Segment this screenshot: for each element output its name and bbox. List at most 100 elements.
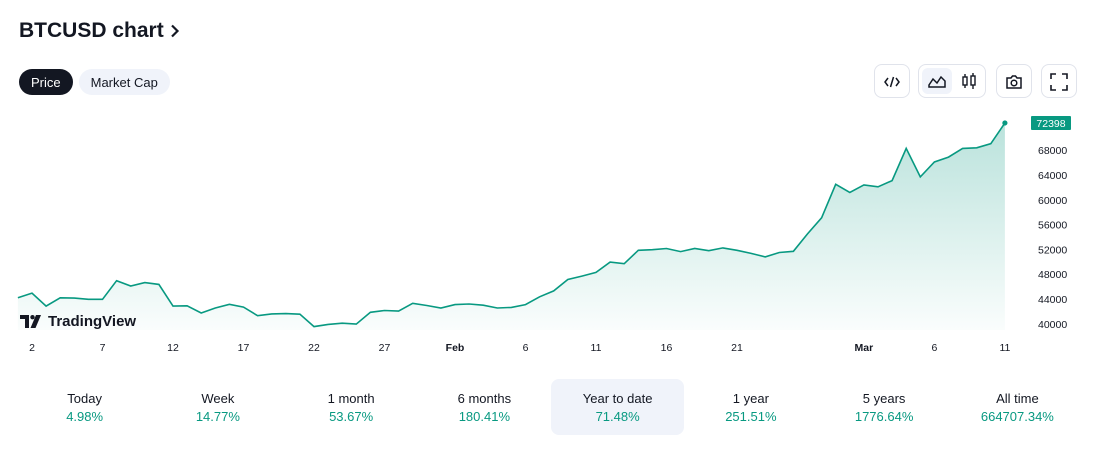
price-point: [341, 322, 344, 325]
y-axis: 68000 64000 60000 56000 52000 48000 44000 40000: [1038, 145, 1067, 331]
price-point: [468, 302, 471, 305]
candles-style-button[interactable]: [955, 68, 983, 94]
period-year-to-date[interactable]: Year to date 71.48%: [551, 379, 685, 435]
price-point: [961, 147, 964, 150]
price-point: [242, 306, 245, 309]
camera-icon: [1006, 75, 1022, 89]
tab-market-cap[interactable]: Market Cap: [78, 69, 170, 95]
period-change: 180.41%: [458, 409, 511, 424]
x-tick-label: 6: [931, 342, 937, 354]
price-chart[interactable]: 68000 64000 60000 56000 52000 48000 44000 40000…: [0, 108, 1100, 358]
y-tick-label: 60000: [1038, 195, 1067, 207]
x-tick-label: 6: [523, 342, 529, 354]
price-point: [524, 303, 527, 306]
period-1-year[interactable]: 1 year 251.51%: [684, 379, 817, 435]
brand-name: TradingView: [48, 313, 137, 330]
price-point: [792, 250, 795, 253]
period-change: 251.51%: [725, 409, 777, 424]
y-tick-label: 56000: [1038, 220, 1067, 232]
price-point: [623, 262, 626, 265]
x-tick-label: 17: [238, 342, 250, 354]
tab-price[interactable]: Price: [19, 69, 73, 95]
price-point: [595, 271, 598, 274]
performance-periods: Today 4.98% Week 14.77% 1 month 53.67% 6 month…: [18, 379, 1084, 435]
price-point: [665, 247, 668, 250]
x-tick-label: 7: [100, 342, 106, 354]
price-point: [298, 313, 301, 316]
price-point: [454, 303, 457, 306]
period-all-time[interactable]: All time 664707.34%: [951, 379, 1084, 435]
price-point: [736, 249, 739, 252]
period-today[interactable]: Today 4.98%: [18, 379, 151, 435]
period-week[interactable]: Week 14.77%: [151, 379, 284, 435]
price-area: [17, 123, 1005, 330]
tradingview-logo[interactable]: TradingView: [20, 313, 136, 330]
price-point: [143, 281, 146, 284]
x-tick-label: 11: [591, 342, 602, 354]
price-point: [552, 289, 555, 292]
price-point: [693, 247, 696, 250]
period-change: 664707.34%: [980, 409, 1054, 424]
price-line: [17, 122, 1006, 328]
price-point: [721, 246, 724, 249]
price-point: [566, 278, 569, 281]
price-point: [778, 251, 781, 254]
embed-button[interactable]: [874, 64, 910, 98]
x-tick-label: 2: [29, 342, 35, 354]
price-point: [989, 142, 992, 145]
price-point: [933, 161, 936, 164]
period-1-month[interactable]: 1 month 53.67%: [285, 379, 418, 435]
price-points: [16, 120, 1008, 328]
period-6-months[interactable]: 6 months 180.41%: [418, 379, 551, 435]
y-tick-label: 40000: [1038, 319, 1067, 331]
price-point: [848, 191, 851, 194]
period-label: 1 month: [327, 391, 375, 406]
price-point: [284, 312, 287, 315]
chart-type-tabs: Price Market Cap: [19, 69, 170, 95]
price-point: [905, 147, 908, 150]
price-point: [891, 179, 894, 182]
price-point: [919, 175, 922, 178]
fullscreen-button[interactable]: [1041, 64, 1077, 98]
period-label: 5 years: [862, 391, 906, 406]
price-point: [877, 185, 880, 188]
price-point: [862, 183, 865, 186]
price-point: [129, 284, 132, 287]
price-point: [425, 304, 428, 307]
x-tick-label: 16: [661, 342, 673, 354]
tradingview-logo-icon: [20, 315, 41, 328]
price-point: [73, 297, 76, 300]
period-5-years[interactable]: 5 years 1776.64%: [818, 379, 951, 435]
chevron-right-icon: [170, 24, 179, 38]
period-change: 71.48%: [595, 409, 640, 424]
price-point: [637, 249, 640, 252]
price-point: [679, 250, 682, 253]
price-point: [256, 314, 259, 317]
page-title: BTCUSD chart: [19, 19, 164, 42]
period-change: 1776.64%: [854, 409, 914, 424]
x-tick-label: 11: [999, 342, 1010, 354]
x-tick-label: 21: [731, 342, 743, 354]
price-point: [609, 261, 612, 264]
price-point: [313, 325, 316, 328]
screenshot-button[interactable]: [996, 64, 1032, 98]
area-style-button[interactable]: [922, 68, 952, 94]
price-point: [439, 306, 442, 309]
price-point: [270, 312, 273, 315]
price-point: [59, 296, 62, 299]
price-point: [707, 249, 710, 252]
chart-title-link[interactable]: BTCUSD chart: [19, 19, 180, 43]
x-tick-label: 12: [167, 342, 179, 354]
period-label: 1 year: [732, 391, 769, 406]
price-point: [200, 311, 203, 314]
x-tick-label: 27: [379, 342, 391, 354]
x-tick-label: 22: [308, 342, 320, 354]
price-point: [157, 283, 160, 286]
period-label: 6 months: [457, 391, 512, 406]
price-point: [327, 323, 330, 326]
embed-code-icon: [884, 76, 900, 88]
price-point: [820, 216, 823, 219]
price-point: [947, 156, 950, 159]
price-point: [16, 296, 19, 299]
price-point: [214, 306, 217, 309]
